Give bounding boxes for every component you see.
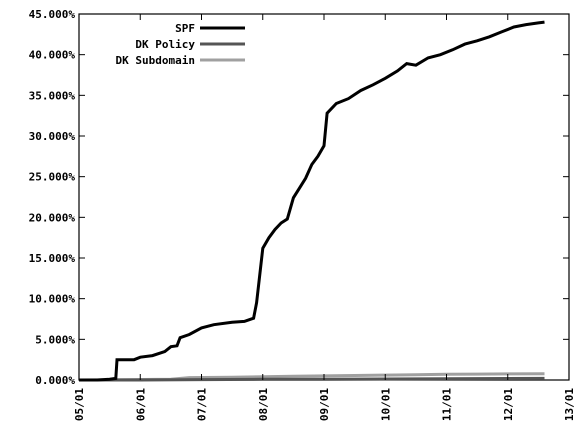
series-line-dk-policy bbox=[79, 376, 545, 382]
y-tick-label: 0.000% bbox=[35, 374, 75, 387]
ticks-group: 0.000% 5.000% 10.000% 15.000% 20.000% 25.000%… bbox=[29, 8, 576, 421]
legend-label-dk-subdomain: DK Subdomain bbox=[116, 54, 195, 67]
x-tick-label: 07/01 bbox=[196, 388, 209, 421]
x-tick-label: 06/01 bbox=[134, 388, 147, 421]
legend-label-spf: SPF bbox=[175, 22, 195, 35]
y-tick-label: 10.000% bbox=[29, 293, 76, 306]
legend-label-dk-policy: DK Policy bbox=[135, 38, 195, 51]
y-tick-label: 30.000% bbox=[29, 130, 76, 143]
legend: SPF DK Policy DK Subdomain bbox=[116, 22, 245, 67]
x-tick-label: 10/01 bbox=[379, 388, 392, 421]
series-group bbox=[78, 20, 545, 382]
y-tick-label: 45.000% bbox=[29, 8, 76, 21]
series-line-spf bbox=[79, 20, 545, 382]
plot-frame bbox=[78, 13, 570, 381]
x-tick-label: 05/01 bbox=[73, 388, 86, 421]
series-line-dk-subdomain bbox=[78, 372, 545, 382]
x-tick-label: 12/01 bbox=[502, 388, 515, 421]
y-tick-label: 5.000% bbox=[35, 333, 75, 346]
x-tick-label: 13/01 bbox=[563, 388, 576, 421]
y-tick-label: 35.000% bbox=[29, 89, 76, 102]
x-tick-label: 09/01 bbox=[318, 388, 331, 421]
y-tick-label: 15.000% bbox=[29, 252, 76, 265]
x-tick-label: 08/01 bbox=[257, 388, 270, 421]
y-tick-label: 25.000% bbox=[29, 171, 76, 184]
y-tick-label: 20.000% bbox=[29, 211, 76, 224]
x-tick-label: 11/01 bbox=[441, 388, 454, 421]
y-tick-label: 40.000% bbox=[29, 49, 76, 62]
